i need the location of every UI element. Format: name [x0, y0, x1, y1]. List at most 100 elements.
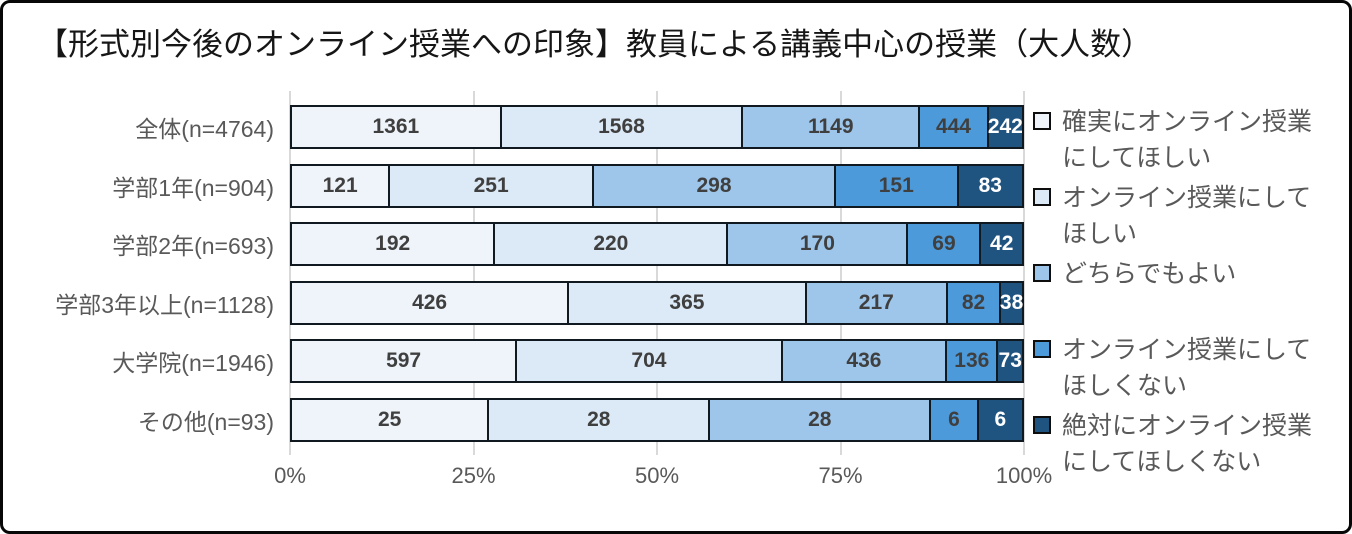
bar-segment: 1361 [290, 105, 500, 149]
bar-value-label: 69 [932, 232, 956, 255]
bar-segment: 83 [956, 163, 1024, 208]
bar-segment: 42 [979, 222, 1024, 266]
bar-segment: 73 [996, 339, 1024, 383]
bar-segment: 192 [290, 222, 494, 266]
bar-value-label: 436 [846, 349, 882, 372]
legend-item: 絶対にオンライン授業にしてほしくない [1033, 409, 1320, 480]
legend-swatch-icon [1033, 264, 1051, 282]
bar-segment: 6 [976, 397, 1024, 442]
legend-swatch-icon [1033, 112, 1051, 130]
category-label: 学部3年以上(n=1128) [55, 291, 274, 318]
bar-row: 426 365 217 82 38 [290, 280, 1024, 325]
chart-title: 【形式別今後のオンライン授業への印象】教員による講義中心の授業（大人数） [37, 27, 1153, 62]
category-label: 学部1年(n=904) [112, 174, 274, 201]
bar-value-label: 73 [998, 349, 1022, 372]
gridline [1023, 91, 1025, 455]
category-label: 学部2年(n=693) [112, 233, 274, 259]
bar-segment: 597 [290, 339, 516, 383]
bar-value-label: 251 [473, 173, 509, 197]
bar-value-label: 1361 [372, 115, 420, 138]
bar-segment: 436 [780, 339, 946, 383]
gridline [472, 91, 475, 455]
bar-value-label: 28 [587, 407, 611, 431]
bar-segment: 1568 [499, 105, 742, 149]
bar-segment: 82 [945, 280, 1000, 325]
bar-segment: 28 [487, 397, 709, 442]
x-tick-label: 75% [818, 463, 863, 488]
bar-segment: 704 [515, 339, 781, 383]
bar-value-label: 6 [948, 407, 960, 431]
bar-row: 121 251 298 151 83 [290, 163, 1024, 208]
bar-value-label: 1149 [807, 115, 854, 138]
bar-value-label: 1568 [598, 115, 645, 138]
bar-segment: 365 [567, 280, 805, 325]
bar-segment: 170 [726, 222, 907, 266]
bar-segment: 242 [986, 105, 1024, 149]
bar-row: 597 704 436 136 73 [290, 339, 1024, 383]
bar-segment: 28 [708, 397, 930, 442]
bar-value-label: 38 [999, 290, 1024, 314]
bar-value-label: 83 [978, 173, 1002, 197]
bar-row: 192 220 170 69 42 [290, 222, 1024, 266]
bar-value-label: 6 [994, 407, 1007, 431]
legend-item: 確実にオンライン授業にしてほしい [1033, 105, 1320, 176]
bar-value-label: 444 [935, 115, 971, 138]
bar-row: 1361 1568 1149 444 242 [290, 105, 1024, 149]
bar-segment: 121 [290, 163, 389, 208]
bar-segment: 6 [929, 397, 977, 442]
bar-segment: 1149 [741, 105, 919, 149]
gridline [839, 91, 842, 455]
bar-value-label: 42 [990, 232, 1014, 255]
bar-rows: 1361 1568 1149 444 242 121 251 298 151 83 192 220 17… [290, 105, 1024, 442]
bar-segment: 220 [493, 222, 727, 266]
legend-label: どちらでもよい [1062, 260, 1237, 288]
bar-value-label: 298 [696, 173, 732, 197]
gridline [656, 91, 658, 455]
bar-value-label: 192 [375, 232, 411, 255]
bar-segment: 298 [592, 163, 834, 208]
bar-value-label: 136 [954, 349, 990, 372]
legend: 確実にオンライン授業にしてほしい オンライン授業にしてほしいどちらでもよいオンライ… [1033, 95, 1349, 505]
bar-value-label: 220 [593, 232, 629, 255]
legend-swatch-icon [1033, 188, 1051, 206]
bar-segment: 38 [999, 280, 1024, 325]
legend-label: オンライン授業にしてほしくない [1062, 336, 1312, 400]
x-tick-label: 25% [451, 463, 496, 488]
legend-label: 確実にオンライン授業にしてほしい [1062, 108, 1313, 172]
legend-swatch-icon [1033, 340, 1051, 358]
legend-item: どちらでもよい [1033, 257, 1320, 293]
bar-segment: 25 [290, 397, 488, 442]
category-label: 大学院(n=1946) [112, 350, 274, 376]
bar-value-label: 82 [961, 290, 986, 314]
legend-swatch-icon [1033, 416, 1051, 434]
bar-value-label: 426 [412, 290, 448, 314]
bar-segment: 251 [388, 163, 593, 208]
gridline [289, 91, 291, 455]
legend-item: オンライン授業にしてほしくない [1033, 333, 1320, 404]
bar-segment: 426 [290, 280, 568, 325]
bar-value-label: 704 [631, 349, 667, 372]
x-tick-label: 50% [634, 463, 680, 488]
legend-item: オンライン授業にしてほしい [1033, 181, 1320, 252]
category-label: 全体(n=4764) [135, 116, 274, 142]
bar-value-label: 170 [799, 232, 835, 255]
bar-value-label: 242 [987, 115, 1023, 138]
bar-value-label: 121 [322, 173, 358, 197]
bar-segment: 217 [804, 280, 946, 325]
bar-value-label: 28 [808, 407, 832, 431]
bar-value-label: 217 [858, 290, 894, 314]
gridlines-layer [289, 91, 1025, 455]
bar-segment: 444 [918, 105, 987, 149]
category-label: その他(n=93) [137, 408, 274, 435]
legend-label: 絶対にオンライン授業にしてほしくない [1062, 412, 1313, 476]
bar-value-label: 25 [377, 407, 402, 431]
bar-value-label: 151 [878, 173, 914, 197]
legend-label: オンライン授業にしてほしい [1062, 184, 1312, 248]
x-tick-label: 100% [995, 463, 1053, 488]
category-labels: 全体(n=4764) 学部1年(n=904) 学部2年(n=693) 学部3年以上(n… [3, 105, 282, 442]
bar-value-label: 365 [669, 290, 705, 314]
x-tick-label: 0% [274, 463, 306, 488]
bar-segment: 69 [906, 222, 980, 266]
bar-segment: 151 [833, 163, 957, 208]
